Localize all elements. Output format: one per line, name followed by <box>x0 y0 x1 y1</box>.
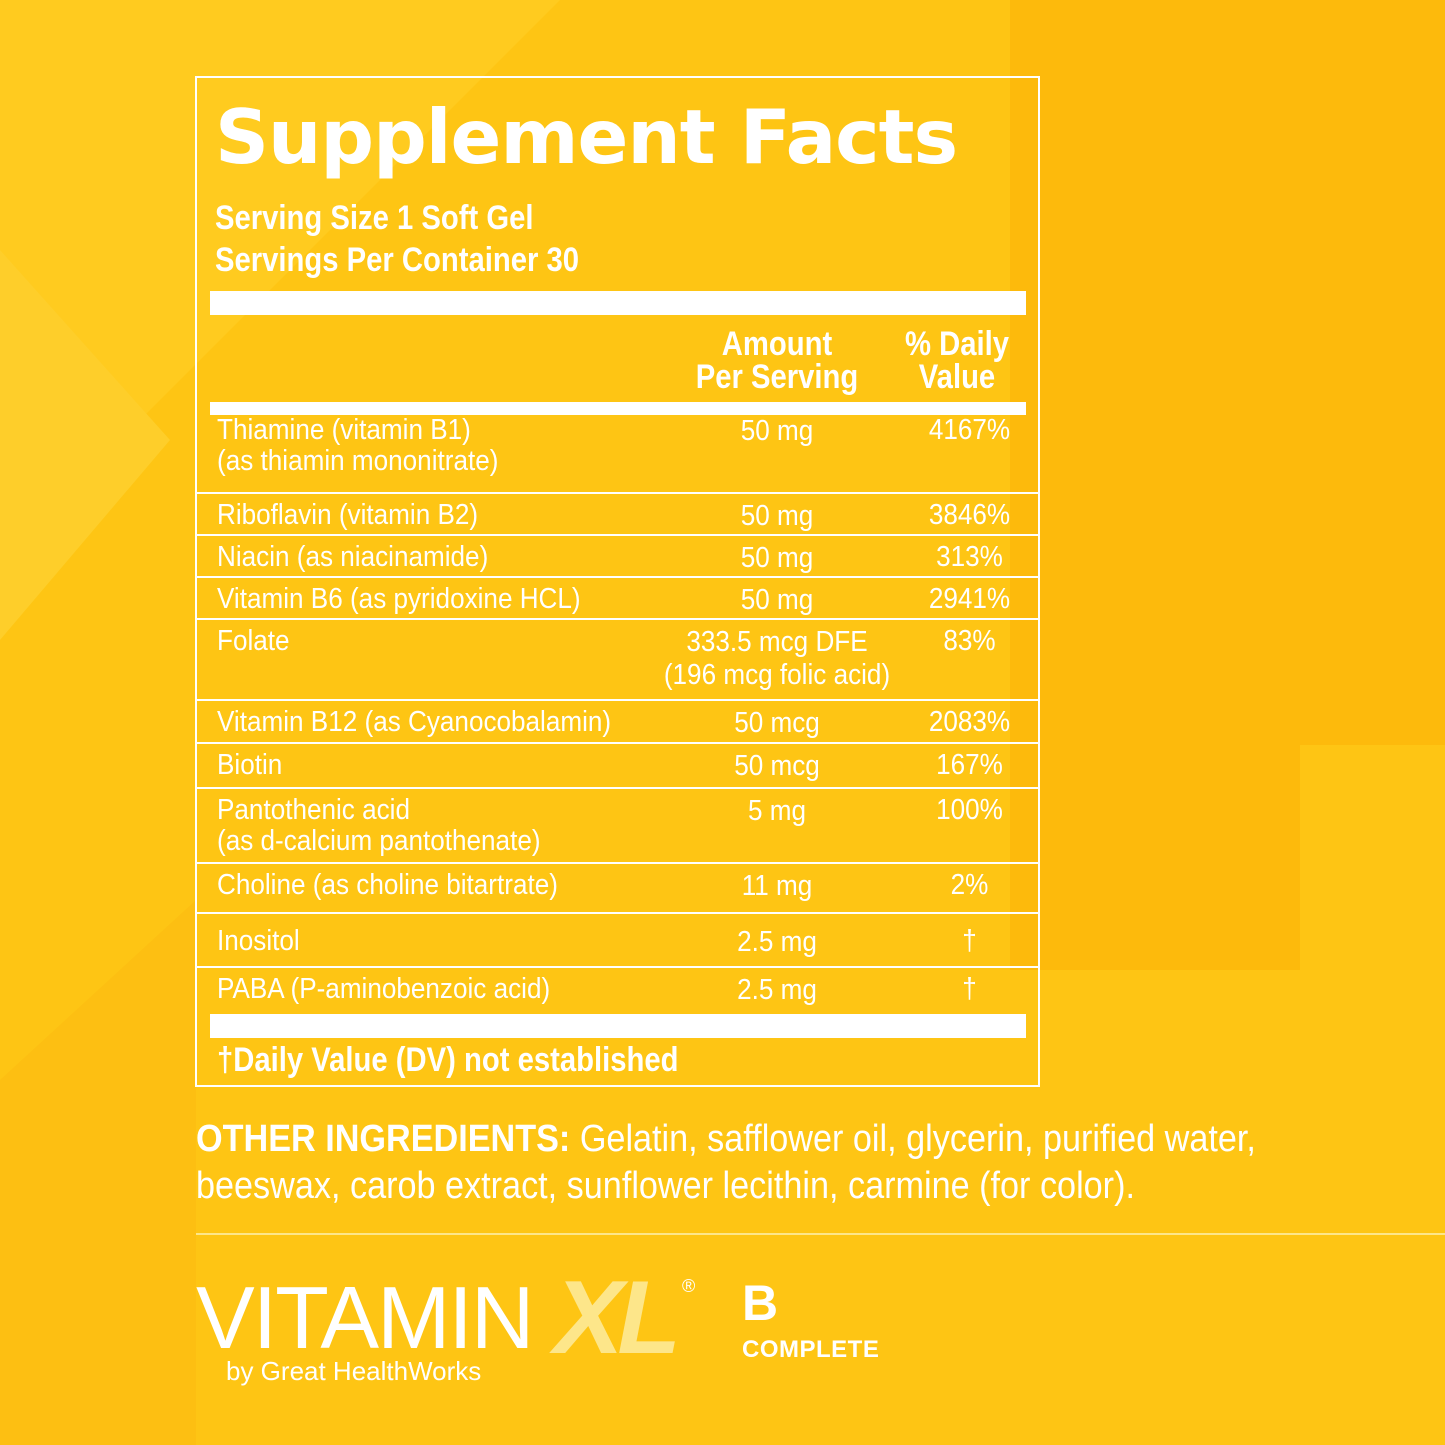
nutrient-amount: 2.5 mg <box>656 926 899 959</box>
nutrient-row: Niacin (as niacinamide) 50 mg 313% <box>197 536 1038 578</box>
nutrient-daily-value: 100% <box>936 794 1003 826</box>
nutrient-amount: 11 mg <box>656 870 899 903</box>
nutrient-name-line: Folate <box>217 625 290 657</box>
nutrient-name-line: Vitamin B12 (as Cyanocobalamin) <box>217 706 612 738</box>
column-header-amount-line2: Per Serving <box>695 358 859 396</box>
nutrient-row: Vitamin B6 (as pyridoxine HCL) 50 mg 294… <box>197 578 1038 620</box>
thick-divider-bottom <box>210 1014 1026 1038</box>
nutrient-row: PABA (P-aminobenzoic acid) 2.5 mg † <box>197 968 1038 1013</box>
nutrient-amount-line: 2.5 mg <box>737 926 817 958</box>
nutrient-row: Thiamine (vitamin B1) (as thiamin mononit… <box>197 409 1038 494</box>
nutrient-name-line: Thiamine (vitamin B1) <box>217 414 471 446</box>
column-header-amount-line1: Amount <box>721 325 833 363</box>
nutrient-daily-value: † <box>962 973 977 1005</box>
nutrient-daily-value: 83% <box>943 625 996 657</box>
nutrient-amount: 2.5 mg <box>656 974 899 1007</box>
nutrient-amount: 50 mg <box>656 500 899 533</box>
nutrient-name-line: (as d-calcium pantothenate) <box>217 825 541 857</box>
nutrient-daily-value: 2941% <box>928 583 1011 615</box>
nutrient-amount-line: 50 mcg <box>734 707 820 739</box>
nutrient-row: Vitamin B12 (as Cyanocobalamin) 50 mcg 2… <box>197 701 1038 744</box>
nutrient-daily-value: 2083% <box>928 706 1011 738</box>
nutrient-name: Choline (as choline bitartrate) <box>217 870 558 901</box>
nutrient-row: Inositol 2.5 mg † <box>197 914 1038 968</box>
servings-per-container: Servings Per Container 30 <box>215 241 580 279</box>
thick-divider-top <box>210 291 1026 315</box>
registered-mark: ® <box>682 1276 696 1296</box>
nutrient-name-line: Pantothenic acid <box>217 794 410 826</box>
column-header-daily-value: % Daily Value <box>888 325 1026 396</box>
nutrient-daily-value: 167% <box>936 749 1003 781</box>
nutrient-name-line: Inositol <box>217 925 300 957</box>
other-ingredients-label: OTHER INGREDIENTS: <box>196 1118 571 1160</box>
other-ingredients-text: Gelatin, safflower oil, glycerin, purifi… <box>196 1118 1256 1207</box>
nutrient-name: Biotin <box>217 750 282 781</box>
nutrient-name: Vitamin B6 (as pyridoxine HCL) <box>217 584 581 615</box>
nutrient-amount-line: 50 mg <box>740 542 814 574</box>
nutrient-daily-value: 2% <box>950 869 989 901</box>
nutrient-row: Folate 333.5 mcg DFE (196 mcg folic acid)… <box>197 620 1038 701</box>
nutrient-amount-line: 333.5 mcg DFE <box>686 626 868 658</box>
nutrient-amount-line: (196 mcg folic acid) <box>663 659 891 691</box>
nutrient-amount: 50 mg <box>656 415 899 448</box>
serving-size: Serving Size 1 Soft Gel <box>215 199 534 237</box>
brand-xl-text: XL <box>554 1260 681 1376</box>
nutrient-name-line: Niacin (as niacinamide) <box>217 541 489 573</box>
nutrient-amount: 50 mg <box>656 542 899 575</box>
nutrient-table: Thiamine (vitamin B1) (as thiamin mononit… <box>197 409 1038 1013</box>
nutrient-name: Inositol <box>217 926 300 957</box>
nutrient-name: PABA (P-aminobenzoic acid) <box>217 974 550 1005</box>
nutrient-amount: 50 mg <box>656 584 899 617</box>
nutrient-daily-value: 4167% <box>928 414 1011 446</box>
nutrient-amount-line: 50 mg <box>740 500 814 532</box>
column-header-dv-line2: Value <box>918 358 996 396</box>
nutrient-amount-line: 50 mcg <box>734 750 820 782</box>
panel-title: Supplement Facts <box>215 93 958 181</box>
nutrient-amount-line: 50 mg <box>740 584 814 616</box>
other-ingredients: OTHER INGREDIENTS: Gelatin, safflower oi… <box>196 1116 1294 1210</box>
nutrient-row: Pantothenic acid (as d-calcium pantothena… <box>197 789 1038 864</box>
product-letter: B <box>742 1275 779 1331</box>
nutrient-amount: 5 mg <box>656 795 899 828</box>
nutrient-name: Thiamine (vitamin B1) (as thiamin mononit… <box>217 415 498 477</box>
nutrient-amount: 333.5 mcg DFE (196 mcg folic acid) <box>656 626 899 692</box>
nutrient-name: Riboflavin (vitamin B2) <box>217 500 478 531</box>
nutrient-name: Folate <box>217 626 290 657</box>
nutrient-amount: 50 mcg <box>656 750 899 783</box>
nutrient-name: Pantothenic acid (as d-calcium pantothena… <box>217 795 541 857</box>
nutrient-row: Choline (as choline bitartrate) 11 mg 2% <box>197 864 1038 914</box>
column-header-amount: Amount Per Serving <box>687 325 868 396</box>
nutrient-name-line: PABA (P-aminobenzoic acid) <box>217 973 551 1005</box>
nutrient-name-line: (as thiamin mononitrate) <box>217 445 499 477</box>
product-word: COMPLETE <box>742 1336 880 1363</box>
brand-vitamin-text: VITAMIN <box>196 1268 534 1367</box>
nutrient-daily-value: † <box>962 925 977 957</box>
nutrient-name-line: Riboflavin (vitamin B2) <box>217 499 479 531</box>
supplement-facts-panel: Supplement Facts Serving Size 1 Soft Gel… <box>195 76 1040 1087</box>
medium-divider <box>210 402 1026 415</box>
nutrient-amount-line: 2.5 mg <box>737 974 817 1006</box>
footer-divider <box>196 1233 1445 1235</box>
nutrient-row: Riboflavin (vitamin B2) 50 mg 3846% <box>197 494 1038 536</box>
nutrient-row: Biotin 50 mcg 167% <box>197 744 1038 789</box>
nutrient-amount-line: 5 mg <box>747 795 807 827</box>
nutrient-name-line: Vitamin B6 (as pyridoxine HCL) <box>217 583 581 615</box>
nutrient-amount: 50 mcg <box>656 707 899 740</box>
nutrient-name-line: Choline (as choline bitartrate) <box>217 869 558 901</box>
nutrient-name: Vitamin B12 (as Cyanocobalamin) <box>217 707 611 738</box>
nutrient-amount-line: 11 mg <box>741 870 813 902</box>
nutrient-daily-value: 3846% <box>928 499 1011 531</box>
nutrient-amount-line: 50 mg <box>740 415 814 447</box>
nutrient-daily-value: 313% <box>936 541 1003 573</box>
nutrient-name: Niacin (as niacinamide) <box>217 542 488 573</box>
nutrient-name-line: Biotin <box>217 749 283 781</box>
daily-value-footnote: †Daily Value (DV) not established <box>217 1041 679 1079</box>
brand-byline: by Great HealthWorks <box>226 1356 482 1386</box>
column-header-dv-line1: % Daily <box>904 325 1010 363</box>
